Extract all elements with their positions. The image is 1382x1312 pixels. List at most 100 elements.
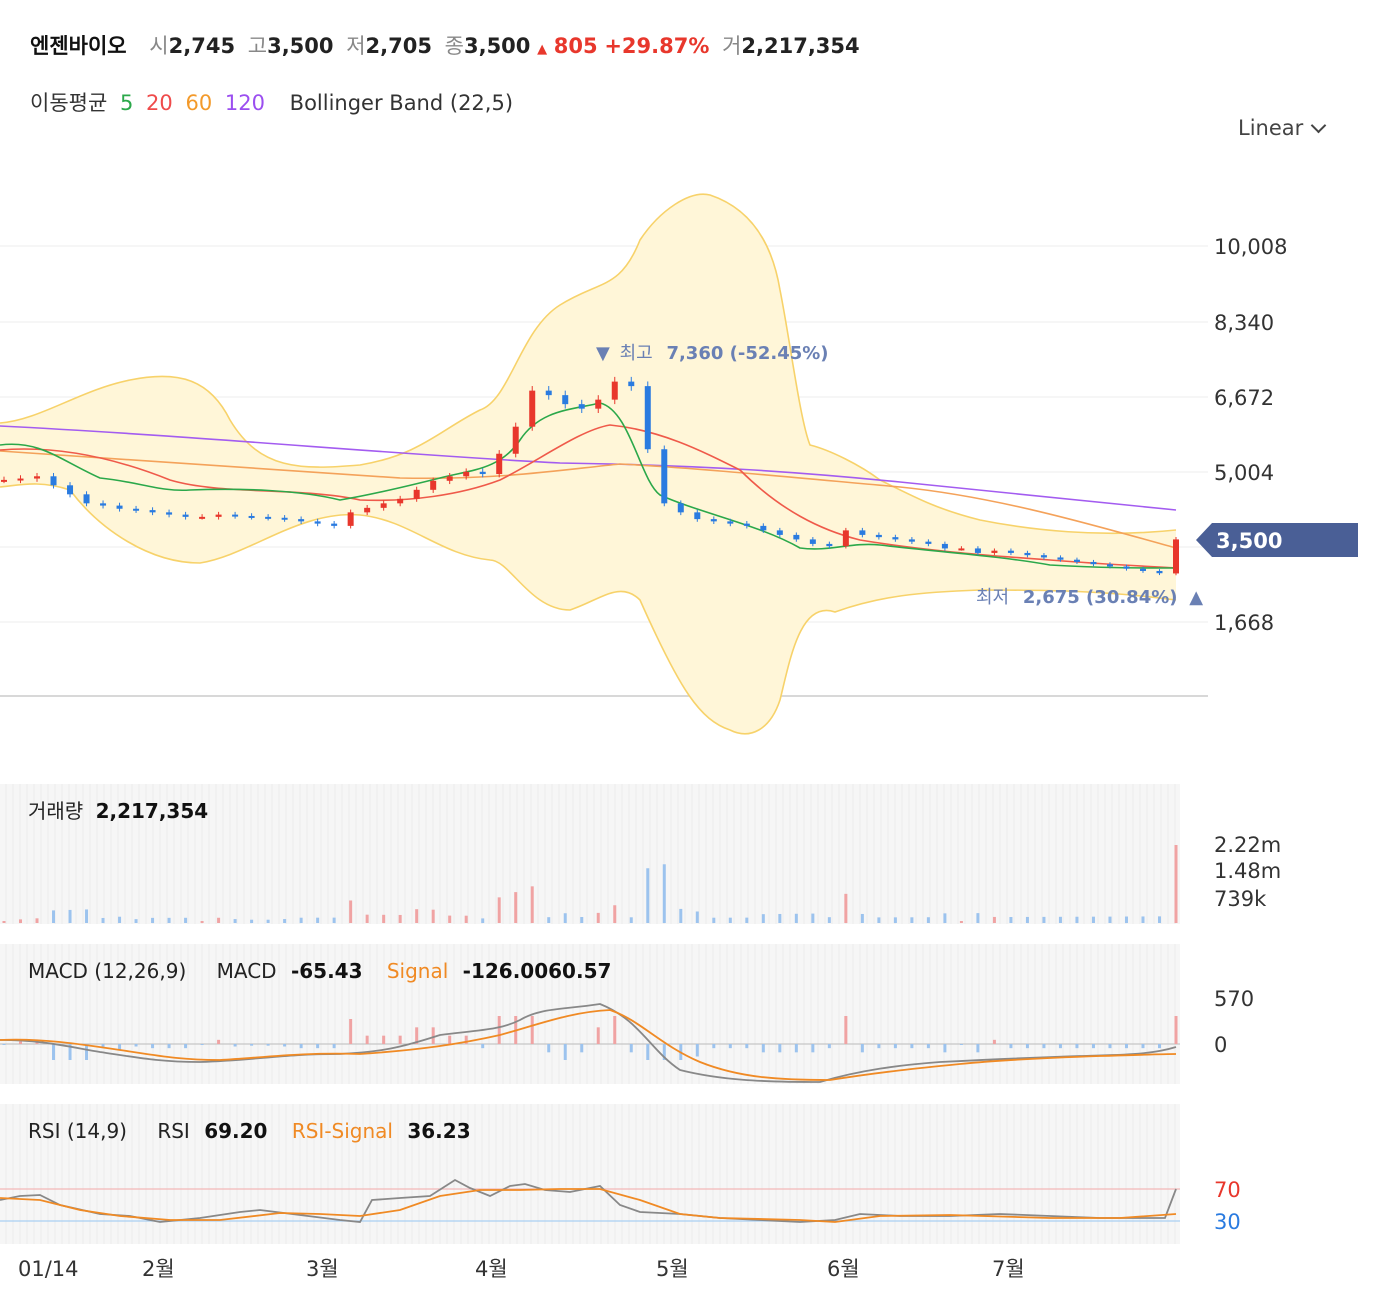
candle-body xyxy=(364,507,371,513)
macd-hist-bar xyxy=(1025,1044,1029,1049)
low-annotation-value: 2,675 (30.84%) xyxy=(1023,587,1178,608)
volume-tick: 739k xyxy=(1214,887,1267,911)
candle-body xyxy=(446,476,453,481)
macd-hist-bar xyxy=(794,1044,798,1053)
macd-tick: 0 xyxy=(1214,1033,1227,1057)
candle-body xyxy=(611,381,618,400)
volume-bar xyxy=(943,913,947,923)
indicator-legend[interactable]: 이동평균 5 20 60 120 Bollinger Band (22,5) xyxy=(30,87,519,117)
volume-bar xyxy=(184,917,188,923)
candle-body xyxy=(331,523,338,526)
macd-value: -65.43 xyxy=(291,959,363,983)
close-label: 종 xyxy=(444,34,464,58)
volume-bar xyxy=(332,917,336,923)
volume-bar xyxy=(646,868,650,923)
volume-tick: 2.22m xyxy=(1214,833,1281,857)
candle-body xyxy=(1007,550,1014,553)
candle-body xyxy=(694,512,701,520)
price-tick: 5,004 xyxy=(1214,461,1274,485)
macd-hist-bar xyxy=(943,1044,947,1053)
candle-body xyxy=(1139,568,1146,571)
rsi-panel-title: RSI (14,9) RSI 69.20 RSI-Signal 36.23 xyxy=(28,1119,471,1143)
ma60-line xyxy=(0,450,1177,549)
volume-bar xyxy=(1108,916,1112,923)
macd-hist-bar xyxy=(200,1044,204,1045)
candle-body xyxy=(578,404,585,409)
candle-body xyxy=(842,530,849,547)
volume-bar xyxy=(530,886,534,923)
macd-hist-bar xyxy=(712,1044,716,1049)
high-annotation-label: 최고 xyxy=(620,343,653,364)
volume-bar xyxy=(745,917,749,923)
candle-body xyxy=(826,543,833,547)
macd-hist-bar xyxy=(415,1027,419,1044)
macd-hist-bar xyxy=(662,1044,666,1060)
macd-title: MACD (12,26,9) xyxy=(28,959,186,983)
bollinger-upper-line xyxy=(0,193,1177,535)
volume-bar xyxy=(679,908,683,923)
candle-body xyxy=(149,510,156,513)
macd-hist-bar xyxy=(778,1044,782,1053)
volume-bar xyxy=(893,917,897,923)
volume-bar xyxy=(1042,916,1046,923)
volume-title: 거래량 xyxy=(28,799,83,823)
volume-bar xyxy=(877,917,881,923)
candle-body xyxy=(182,514,189,517)
macd-hist-bar xyxy=(811,1044,815,1053)
volume-bar xyxy=(992,916,996,923)
price-axis: 10,008 8,340 6,672 5,004 1,668 xyxy=(1214,235,1287,635)
candle-body xyxy=(925,541,932,544)
volume-bar xyxy=(860,913,864,923)
volume-bar xyxy=(283,919,287,923)
candle-body xyxy=(67,485,74,495)
volume-bar xyxy=(101,917,105,923)
high-annotation-value: 7,360 (-52.45%) xyxy=(666,343,828,364)
macd-hist-bar xyxy=(1108,1044,1112,1049)
scale-select[interactable]: Linear xyxy=(1238,116,1327,140)
candle-body xyxy=(991,550,998,553)
macd-hist-bar xyxy=(563,1044,567,1060)
low-label: 저 xyxy=(346,34,366,58)
volume-bar xyxy=(200,921,204,923)
macd-hist-bar xyxy=(250,1044,254,1046)
macd-hist-bar xyxy=(844,1016,848,1044)
candle-body xyxy=(1073,559,1080,562)
bollinger-label: Bollinger Band (22,5) xyxy=(289,91,514,115)
macd-signal-line xyxy=(0,1009,1177,1081)
candle-body xyxy=(628,381,635,387)
volume-bar xyxy=(35,918,39,923)
volume-bar xyxy=(382,914,386,923)
volume-bar xyxy=(464,915,468,923)
candle-body xyxy=(727,521,734,524)
x-tick: 7월 xyxy=(992,1257,1025,1281)
rsi-value: 69.20 xyxy=(204,1119,267,1143)
volume-bar xyxy=(844,893,848,923)
candle-body xyxy=(116,505,123,509)
high-annotation: ▼ 최고 7,360 (-52.45%) xyxy=(596,343,829,364)
volume-tick: 1.48m xyxy=(1214,859,1281,883)
change-value: 805 xyxy=(553,34,598,58)
volume-bar xyxy=(448,915,452,923)
volume-bar xyxy=(398,914,402,923)
candle-body xyxy=(83,494,90,504)
volume-panel-title: 거래량 2,217,354 xyxy=(28,799,208,823)
candle-body xyxy=(1106,564,1113,567)
macd-hist-bar xyxy=(19,1041,23,1044)
volume-bar xyxy=(497,897,501,923)
macd-hist-bar xyxy=(530,1016,534,1044)
volume-bar xyxy=(563,913,567,923)
candle-body xyxy=(595,399,602,409)
macd-hist-bar xyxy=(959,1044,963,1045)
volume-vertical-grid xyxy=(5,784,1176,924)
x-tick: 2월 xyxy=(142,1257,175,1281)
rsi-tick-30: 30 xyxy=(1214,1210,1241,1234)
volume-bar xyxy=(266,919,270,923)
candle-body xyxy=(941,543,948,549)
low-value: 2,705 xyxy=(365,34,432,58)
macd-hist-bar xyxy=(1141,1044,1145,1049)
volume-bar xyxy=(662,864,666,923)
current-price-tag xyxy=(1196,523,1358,557)
volume-bar xyxy=(2,921,6,923)
macd-hist-bar xyxy=(68,1044,72,1060)
